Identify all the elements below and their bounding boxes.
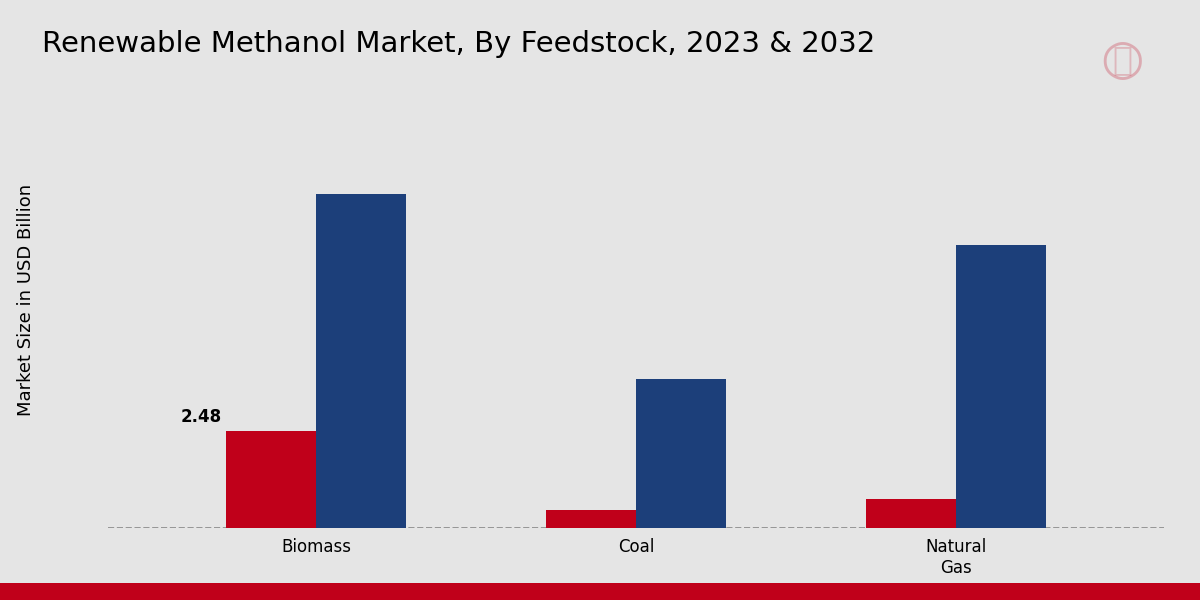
- Bar: [866, 499, 956, 528]
- Text: 2.48: 2.48: [181, 408, 222, 426]
- Text: ○: ○: [1100, 36, 1144, 84]
- Bar: [956, 245, 1045, 528]
- Text: Renewable Methanol Market, By Feedstock, 2023 & 2032: Renewable Methanol Market, By Feedstock,…: [42, 30, 875, 58]
- Text: ⦾: ⦾: [1112, 43, 1132, 76]
- Bar: [636, 379, 726, 528]
- Bar: [316, 194, 406, 528]
- Text: Market Size in USD Billion: Market Size in USD Billion: [17, 184, 36, 416]
- Bar: [227, 431, 316, 528]
- Bar: [546, 511, 636, 528]
